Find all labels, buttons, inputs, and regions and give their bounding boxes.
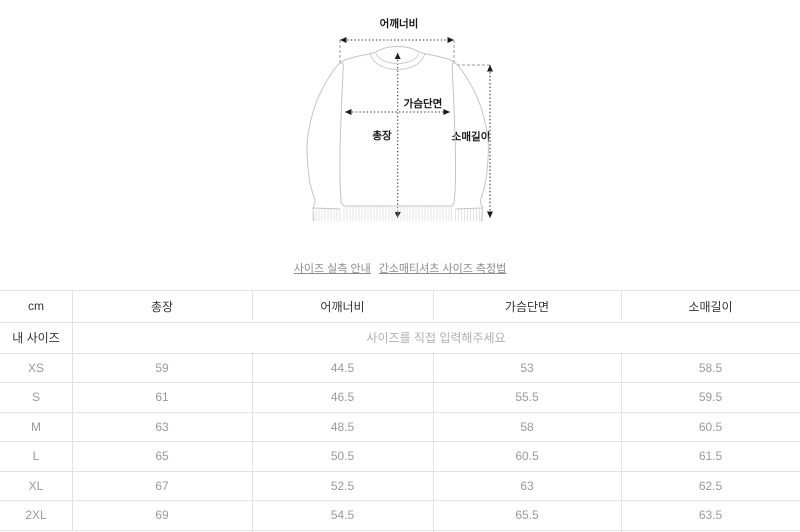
svg-text:가슴단면: 가슴단면 xyxy=(404,97,443,110)
svg-text:어깨너비: 어깨너비 xyxy=(380,17,419,30)
svg-text:총장: 총장 xyxy=(372,129,392,142)
svg-text:소매길이: 소매길이 xyxy=(452,130,491,143)
